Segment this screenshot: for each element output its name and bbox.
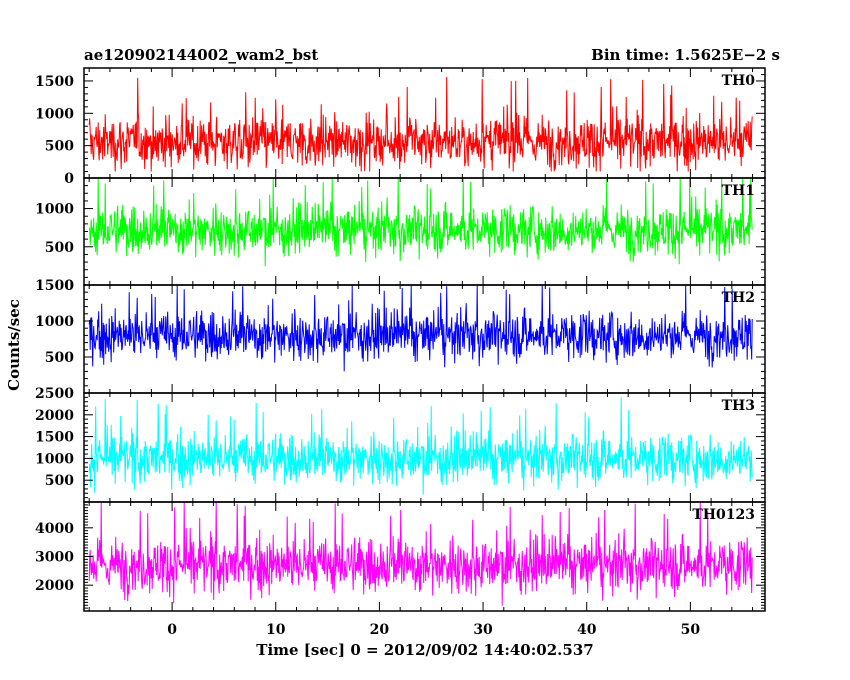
y-axis-label: Counts/sec xyxy=(5,299,23,391)
title-right: Bin time: 1.5625E−2 s xyxy=(591,46,780,64)
series-trace-th1 xyxy=(88,178,753,267)
x-tick-label: 10 xyxy=(266,622,286,638)
series-trace-th2 xyxy=(88,285,753,372)
y-tick-label: 0 xyxy=(64,278,74,294)
panel-th3: 500 1000 1500 2000 2500 TH3 xyxy=(35,386,766,503)
title-left: ae120902144002_wam2_bst xyxy=(84,46,318,64)
y-tick-label: 1000 xyxy=(35,314,74,330)
y-tick-label: 2500 xyxy=(35,386,74,402)
y-tick-label: 500 xyxy=(45,350,74,366)
y-tick-label: 2000 xyxy=(35,578,74,594)
panel-th1: 0 500 1000 TH1 xyxy=(35,177,766,294)
y-tick-label: 500 xyxy=(45,240,74,256)
x-tick-label: 40 xyxy=(577,622,597,638)
panel-label-th0123: TH0123 xyxy=(692,507,755,523)
y-tick-label: 500 xyxy=(45,139,74,155)
panel-frame xyxy=(83,392,766,503)
panel-th0: 0 500 1000 1500 TH0 xyxy=(35,67,766,187)
y-tick-label: 3000 xyxy=(35,550,74,566)
panel-label-th1: TH1 xyxy=(722,183,755,199)
y-tick-label: 1500 xyxy=(35,278,74,294)
y-tick-label: 1000 xyxy=(35,451,74,467)
y-tick-label: 2000 xyxy=(35,408,74,424)
y-tick-label: 1500 xyxy=(35,430,74,446)
panel-th2: 500 1000 1500 TH2 xyxy=(35,278,766,394)
panel-th0123: 2000 3000 4000 TH0123 xyxy=(35,501,766,612)
y-tick-label: 1500 xyxy=(35,74,74,90)
x-tick-label: 50 xyxy=(681,622,701,638)
y-tick-label: 4000 xyxy=(35,521,74,537)
x-axis-label: Time [sec] 0 = 2012/09/02 14:40:02.537 xyxy=(256,641,593,659)
y-tick-label: 1000 xyxy=(35,106,74,122)
x-tick-label: 20 xyxy=(370,622,390,638)
y-tick-label: 0 xyxy=(64,171,74,187)
panel-label-th2: TH2 xyxy=(722,290,755,306)
y-tick-label: 1000 xyxy=(35,202,74,218)
series-trace-th3 xyxy=(88,397,753,495)
panel-label-th3: TH3 xyxy=(722,398,755,414)
x-tick-label: 30 xyxy=(473,622,493,638)
series-trace-th0123 xyxy=(88,502,753,606)
y-tick-label: 500 xyxy=(45,473,74,489)
x-tick-label: 0 xyxy=(167,622,177,638)
series-trace-th0 xyxy=(88,76,753,172)
panel-label-th0: TH0 xyxy=(722,73,756,89)
